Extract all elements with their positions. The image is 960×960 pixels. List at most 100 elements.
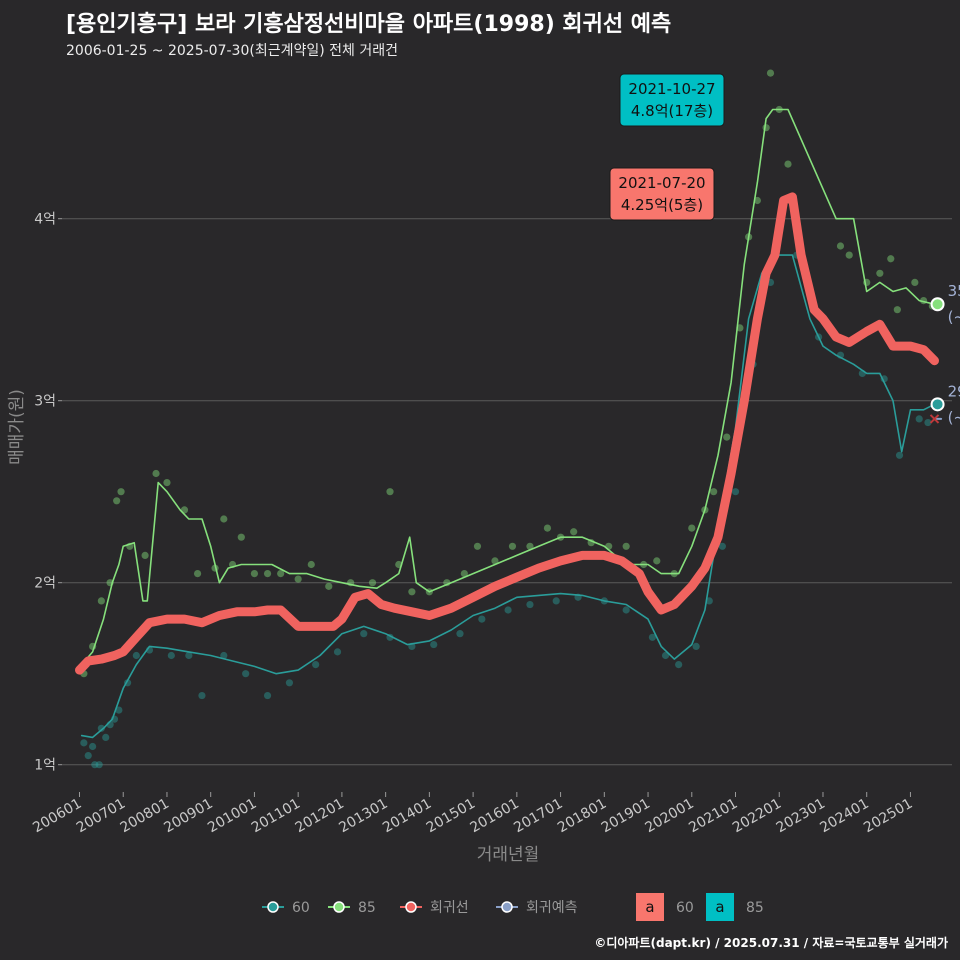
scatter-point-60 xyxy=(95,761,103,769)
scatter-point-60 xyxy=(924,418,932,427)
scatter-point-85 xyxy=(307,560,315,569)
scatter-point-85 xyxy=(784,160,792,168)
scatter-point-85 xyxy=(570,528,578,536)
chart-subtitle: 2006-01-25 ~ 2025-07-30(최근계약일) 전체 거래건 xyxy=(66,43,398,59)
x-tick-label: 202401 xyxy=(817,796,871,837)
x-tick-label: 201901 xyxy=(599,796,653,837)
scatter-layer xyxy=(80,69,936,769)
end-label-value: 29,800 xyxy=(948,382,960,400)
y-tick-label: 1억 xyxy=(34,758,56,774)
x-tick-label: 202001 xyxy=(642,796,696,837)
scatter-point-60 xyxy=(220,651,228,660)
scatter-point-85 xyxy=(220,515,228,523)
scatter-point-85 xyxy=(325,582,333,590)
scatter-point-60 xyxy=(692,642,700,651)
scatter-point-60 xyxy=(705,597,713,605)
scatter-point-85 xyxy=(710,488,718,496)
scatter-point-85 xyxy=(876,269,884,277)
y-tick-label: 3억 xyxy=(34,394,56,410)
x-tick-label: 201501 xyxy=(424,796,478,837)
end-label-area: (~60㎡) xyxy=(948,408,960,426)
x-tick-label: 200901 xyxy=(161,796,215,837)
x-tick-label: 201101 xyxy=(249,796,303,837)
callout-date: 2021-07-20 xyxy=(618,174,705,192)
scatter-point-85 xyxy=(893,306,901,314)
scatter-point-60 xyxy=(504,606,512,614)
scatter-point-60 xyxy=(622,606,630,614)
x-tick-label: 201201 xyxy=(293,796,347,837)
x-tick-label: 201001 xyxy=(205,796,259,837)
scatter-point-85 xyxy=(836,242,845,250)
legend-box xyxy=(636,893,664,921)
scatter-point-60 xyxy=(80,739,88,747)
scatter-point-85 xyxy=(250,570,259,578)
scatter-point-60 xyxy=(552,597,560,605)
end-marker-60 xyxy=(930,397,945,412)
scatter-point-85 xyxy=(408,588,416,596)
x-tick-label: 202301 xyxy=(774,796,828,837)
scatter-point-60 xyxy=(89,742,97,751)
end-label-area: (~85㎡) xyxy=(948,308,960,326)
legend-key-marker xyxy=(333,901,345,913)
scatter-point-85 xyxy=(294,575,302,583)
chart-title: [용인기흥구] 보라 기흥삼정선비마을 아파트(1998) 회귀선 예측 xyxy=(66,12,672,37)
scatter-point-85 xyxy=(622,542,630,550)
legend-box xyxy=(706,893,734,921)
series-line-60 xyxy=(80,254,936,739)
scatter-point-85 xyxy=(653,557,661,565)
legend-box-label: 60 xyxy=(676,900,694,916)
x-tick-label: 200801 xyxy=(118,796,172,837)
grid-lines xyxy=(62,218,952,766)
scatter-point-85 xyxy=(723,433,731,441)
legend-label: 60 xyxy=(292,900,310,916)
callout-value: 4.8억(17층) xyxy=(631,102,713,120)
scatter-point-60 xyxy=(430,640,438,649)
scatter-point-60 xyxy=(895,451,904,459)
scatter-point-85 xyxy=(762,124,770,132)
scatter-point-60 xyxy=(285,679,294,687)
scatter-point-85 xyxy=(473,542,482,550)
legend-label: 회귀예측 xyxy=(526,900,578,916)
legend-label: 회귀선 xyxy=(430,900,469,916)
x-tick-label: 202501 xyxy=(861,796,915,837)
scatter-point-85 xyxy=(237,533,245,541)
scatter-point-85 xyxy=(277,570,285,578)
scatter-point-85 xyxy=(368,579,377,587)
scatter-point-60 xyxy=(915,415,923,423)
end-labels: 35,300 (~85㎡) 29,800 (~60㎡) xyxy=(930,282,960,426)
legend-key-marker xyxy=(267,901,279,913)
scatter-point-85 xyxy=(543,524,552,532)
scatter-point-60 xyxy=(91,761,99,769)
x-tick-label: 202101 xyxy=(686,796,740,837)
scatter-point-85 xyxy=(386,488,394,496)
y-axis: 1억 2억 3억 4억 xyxy=(34,212,62,774)
regression-line xyxy=(75,192,939,675)
scatter-point-60 xyxy=(718,542,726,550)
scatter-point-60 xyxy=(648,633,657,641)
callout-value: 4.25억(5층) xyxy=(621,196,703,214)
legend: 60 85 회귀선 회귀예측 a 60 a 85 xyxy=(262,893,764,921)
scatter-point-60 xyxy=(97,724,105,732)
scatter-point-85 xyxy=(766,69,775,77)
scatter-point-85 xyxy=(141,551,149,560)
x-axis-title: 거래년월 xyxy=(477,845,540,865)
callout-box xyxy=(619,73,725,127)
legend-key-marker xyxy=(405,901,417,913)
x-axis: 2006012007012008012009012010012011012012… xyxy=(30,792,915,836)
end-label-value: 35,300 xyxy=(948,282,960,300)
x-tick-label: 201701 xyxy=(511,796,565,837)
scatter-point-85 xyxy=(460,570,468,578)
scatter-point-60 xyxy=(167,651,175,660)
series-lines xyxy=(75,108,943,739)
scatter-point-60 xyxy=(185,651,193,660)
scatter-point-60 xyxy=(661,651,670,660)
scatter-point-85 xyxy=(263,570,272,578)
scatter-point-60 xyxy=(731,488,740,496)
x-tick-label: 201401 xyxy=(380,796,434,837)
scatter-point-85 xyxy=(117,488,125,496)
scatter-point-85 xyxy=(163,479,171,487)
callout-date: 2021-10-27 xyxy=(628,80,715,98)
legend-label: 85 xyxy=(358,900,376,916)
scatter-point-85 xyxy=(152,469,160,478)
